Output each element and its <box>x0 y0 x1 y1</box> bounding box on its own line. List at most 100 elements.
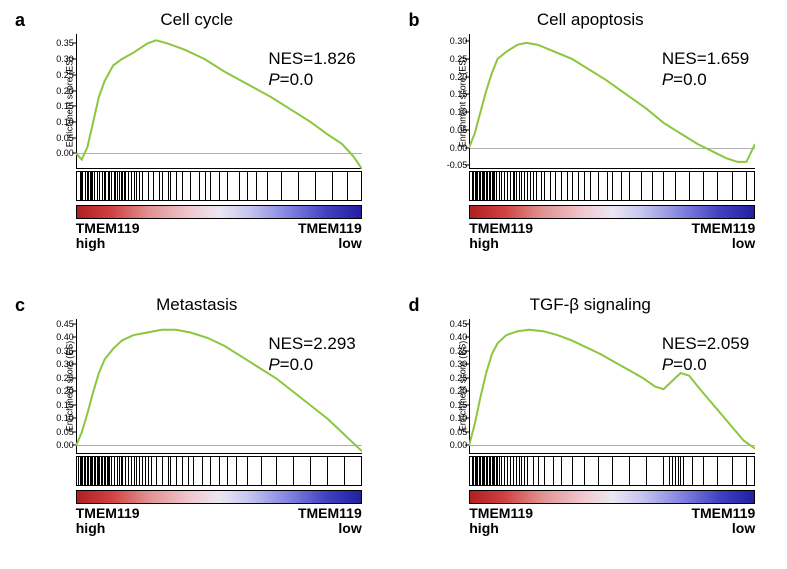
rug-tick <box>210 457 211 485</box>
rank-gradient-bar <box>76 205 362 219</box>
rug-tick <box>504 172 505 200</box>
rug-tick <box>607 172 608 200</box>
rug-tick <box>590 172 591 200</box>
rug-tick <box>332 172 333 200</box>
stats-text: NES=2.293P=0.0 <box>268 333 355 376</box>
p-value: P=0.0 <box>662 69 749 90</box>
rug-tick <box>261 457 262 485</box>
rug-tick <box>612 457 613 485</box>
rug-tick <box>128 457 129 485</box>
rug-tick <box>675 457 676 485</box>
rug-tick <box>111 457 112 485</box>
y-tick-label: 0.30 <box>445 36 467 46</box>
rug-tick <box>122 457 123 485</box>
rug-tick <box>202 457 203 485</box>
rug-tick <box>499 457 500 485</box>
rug-tick <box>672 457 673 485</box>
rug-plot <box>469 171 755 201</box>
rug-tick <box>663 457 664 485</box>
rug-tick <box>732 172 733 200</box>
y-tick-label: 0.10 <box>445 107 467 117</box>
rug-tick <box>578 172 579 200</box>
rug-tick <box>148 172 149 200</box>
y-tick-label: 0.05 <box>52 133 74 143</box>
rug-tick <box>746 172 747 200</box>
rug-tick <box>521 457 522 485</box>
rug-tick <box>507 457 508 485</box>
gradient-labels: TMEM119highTMEM119low <box>469 506 755 537</box>
y-tick-label: 0.35 <box>445 346 467 356</box>
p-value: P=0.0 <box>268 354 355 375</box>
rug-tick <box>544 172 545 200</box>
rug-tick <box>501 172 502 200</box>
low-label: TMEM119low <box>298 506 362 537</box>
stats-text: NES=2.059P=0.0 <box>662 333 749 376</box>
rug-tick <box>168 457 169 485</box>
rug-tick <box>190 172 191 200</box>
rug-tick <box>501 457 502 485</box>
rug-tick <box>612 172 613 200</box>
rug-tick <box>142 457 143 485</box>
rug-tick <box>210 172 211 200</box>
y-tick-label: 0.40 <box>52 332 74 342</box>
rug-tick <box>114 457 115 485</box>
rug-tick <box>513 457 514 485</box>
rug-tick <box>561 172 562 200</box>
y-tick-label: 0.35 <box>52 346 74 356</box>
rug-tick <box>145 457 146 485</box>
rug-tick <box>205 172 206 200</box>
rank-gradient-bar <box>76 490 362 504</box>
y-tick-label: 0.25 <box>445 373 467 383</box>
enrichment-chart: Enrichment score (ES)-0.050.000.050.100.… <box>425 34 755 169</box>
rug-tick <box>199 172 200 200</box>
rug-tick <box>142 172 143 200</box>
p-value: P=0.0 <box>662 354 749 375</box>
rug-tick <box>516 457 517 485</box>
rug-tick <box>227 457 228 485</box>
rug-tick <box>97 172 98 200</box>
rug-tick <box>533 172 534 200</box>
y-tick-label: 0.10 <box>52 413 74 423</box>
rug-tick <box>293 457 294 485</box>
rug-tick <box>182 172 183 200</box>
rug-tick <box>646 457 647 485</box>
enrichment-chart: Enrichment score (ES)0.000.050.100.150.2… <box>32 34 362 169</box>
rug-tick <box>717 457 718 485</box>
panel-title: Metastasis <box>156 295 237 315</box>
rug-tick <box>527 457 528 485</box>
rug-tick <box>510 457 511 485</box>
rug-tick <box>669 457 670 485</box>
nes-value: NES=2.293 <box>268 333 355 354</box>
rug-tick <box>544 457 545 485</box>
y-tick-label: 0.05 <box>445 125 467 135</box>
y-tick-label: 0.20 <box>52 86 74 96</box>
rug-tick <box>519 172 520 200</box>
panel-letter: a <box>15 10 25 31</box>
rug-tick <box>117 172 118 200</box>
rug-tick <box>156 457 157 485</box>
rug-tick <box>598 457 599 485</box>
rug-tick <box>134 457 135 485</box>
rug-tick <box>524 457 525 485</box>
rug-tick <box>139 172 140 200</box>
rug-plot <box>76 456 362 486</box>
stats-text: NES=1.659P=0.0 <box>662 48 749 91</box>
rug-tick <box>692 457 693 485</box>
y-tick-label: 0.00 <box>52 148 74 158</box>
y-tick-label: 0.05 <box>52 427 74 437</box>
rug-tick <box>641 172 642 200</box>
rug-tick <box>136 172 137 200</box>
rug-tick <box>153 172 154 200</box>
rank-gradient-bar <box>469 490 755 504</box>
rug-tick <box>530 172 531 200</box>
rug-tick <box>310 457 311 485</box>
rug-tick <box>128 172 129 200</box>
rug-tick <box>496 172 497 200</box>
panel-title: Cell apoptosis <box>537 10 644 30</box>
panel-letter: b <box>409 10 420 31</box>
rug-tick <box>99 172 100 200</box>
y-tick-label: 0.00 <box>445 143 467 153</box>
rug-tick <box>188 457 189 485</box>
y-tick-label: 0.15 <box>445 89 467 99</box>
rug-tick <box>550 172 551 200</box>
